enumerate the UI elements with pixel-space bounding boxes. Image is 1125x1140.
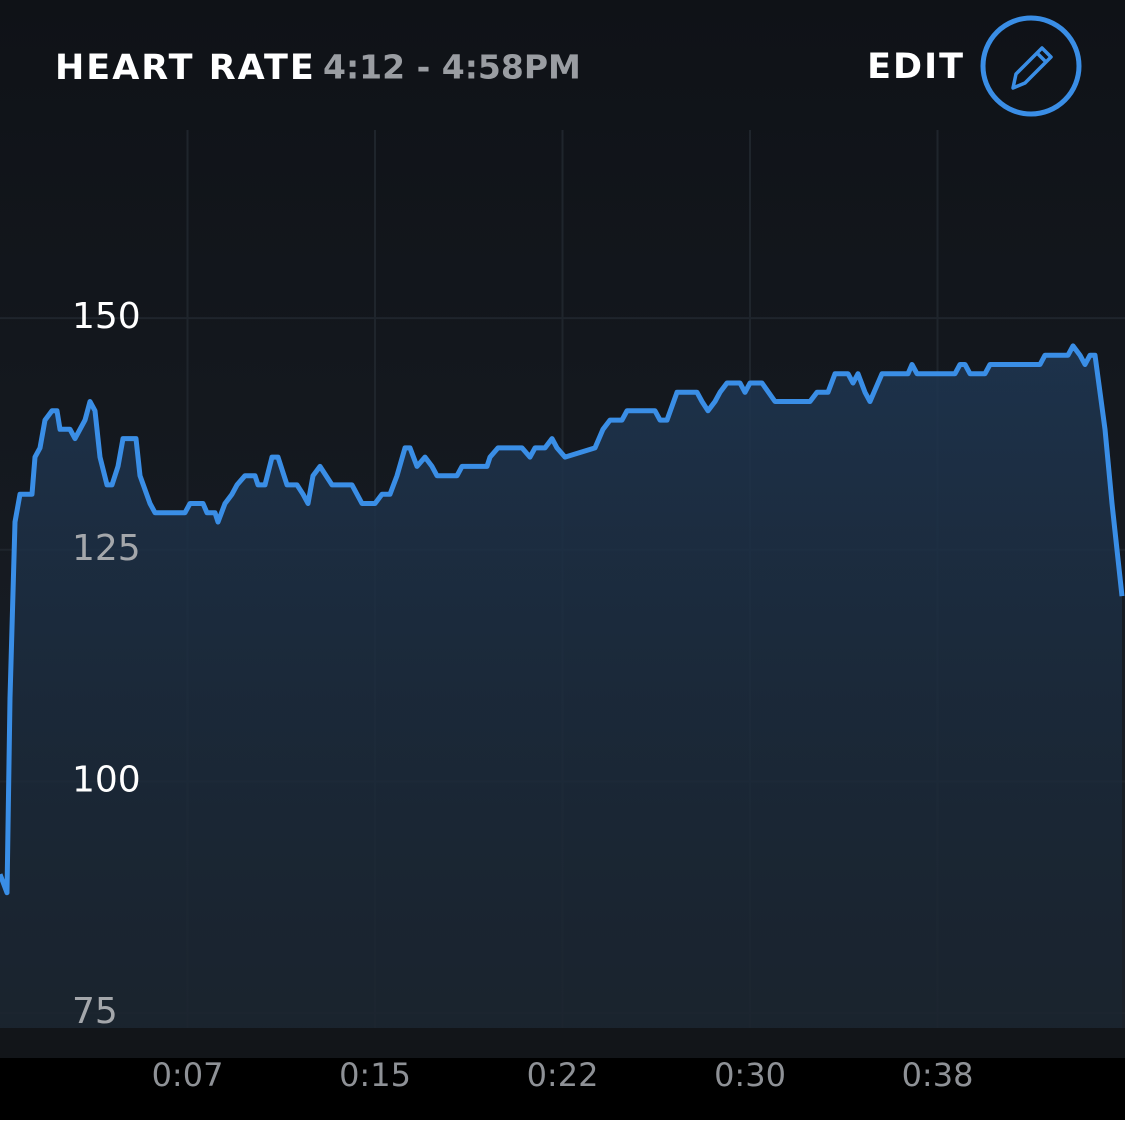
x-tick-label: 0:30 xyxy=(714,1056,786,1094)
x-tick-label: 0:38 xyxy=(902,1056,974,1094)
x-axis-band xyxy=(0,1058,1125,1120)
axis-strip xyxy=(0,1028,1125,1058)
area-fill xyxy=(0,345,1122,1028)
line xyxy=(0,343,1125,896)
y-tick-label: 75 xyxy=(72,991,118,1032)
y-tick-label: 100 xyxy=(72,759,141,800)
x-tick-label: 0:22 xyxy=(527,1056,599,1094)
x-tick-label: 0:15 xyxy=(339,1056,411,1094)
header-title: HEART RATE xyxy=(55,48,316,88)
header-time-range: 4:12 - 4:58PM xyxy=(323,48,581,87)
edit-button[interactable]: EDIT xyxy=(867,15,1082,117)
x-tick-label: 0:07 xyxy=(152,1056,224,1094)
edit-circle[interactable] xyxy=(980,15,1082,117)
y-tick-label: 150 xyxy=(72,296,141,337)
pencil-icon[interactable] xyxy=(1011,46,1053,90)
edit-label[interactable]: EDIT xyxy=(867,47,965,87)
plot: 75 100 125 150 0:07 0:15 0:22 0:30 0:38 xyxy=(0,130,1125,1094)
y-tick-label: 125 xyxy=(72,528,141,569)
